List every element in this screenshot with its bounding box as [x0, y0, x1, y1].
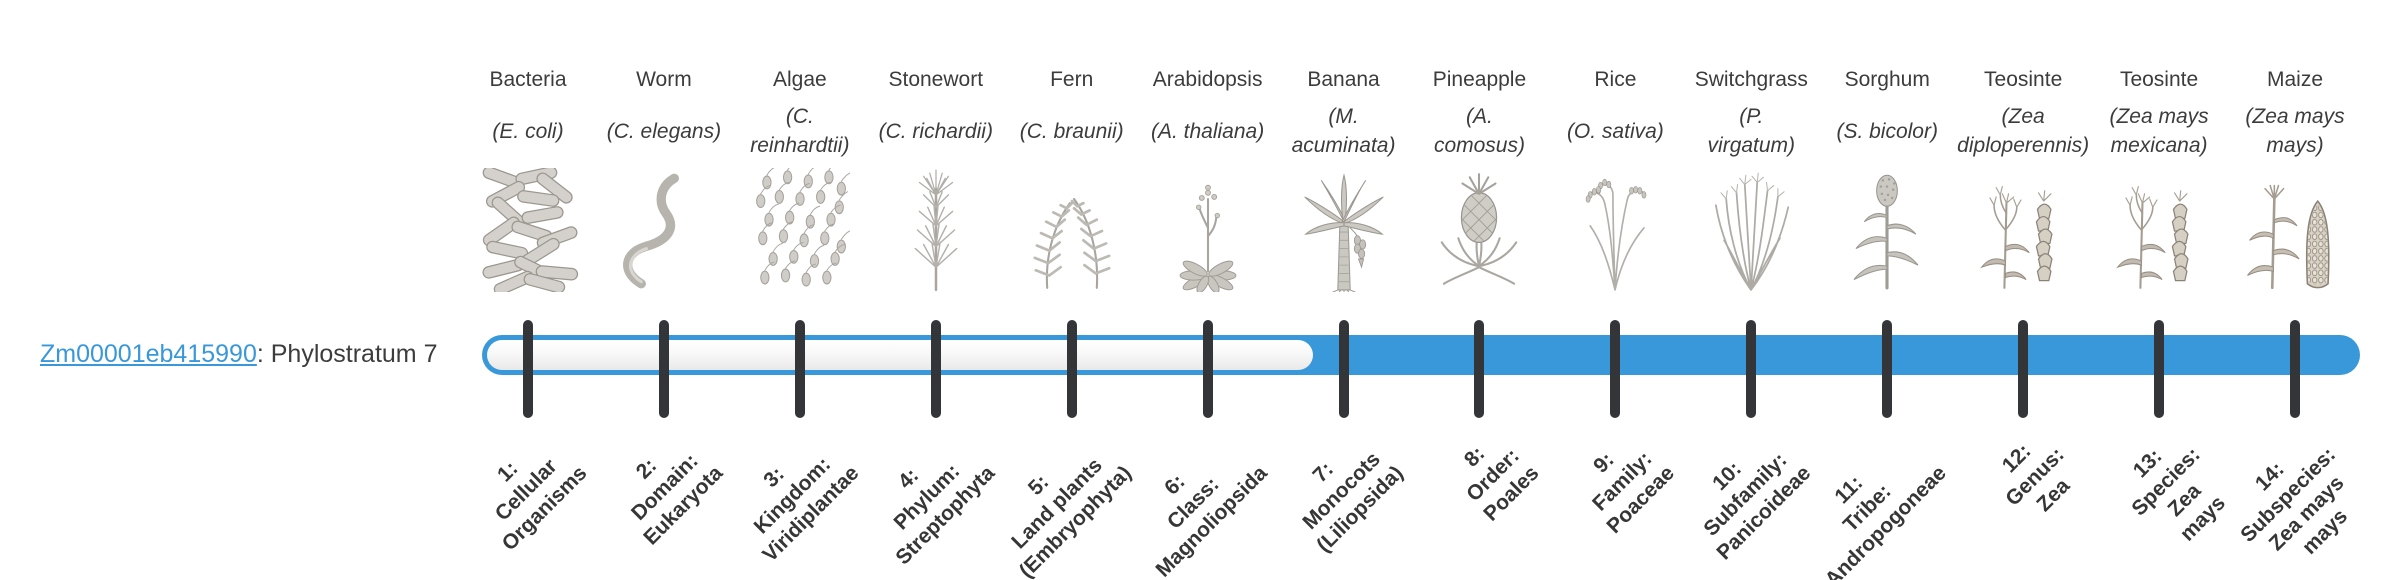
- worm-icon: [609, 168, 719, 292]
- stratum-rank-label: 7: Monocots (Liliopsida): [1274, 424, 1408, 558]
- timeline-tick-11: [1882, 320, 1893, 418]
- organism-species-name: (Zea mays mays): [2200, 98, 2390, 164]
- arabidopsis-icon: [1153, 168, 1263, 292]
- species-name-line: (Zea mays: [2109, 105, 2209, 128]
- stratum-rank-label: 14: Subspecies: Zea mays mays: [2218, 424, 2379, 580]
- maize-icon: [2240, 168, 2350, 292]
- organism-common-name: Algae: [772, 68, 827, 91]
- organism-common-name: Sorghum: [1844, 68, 1930, 91]
- stratum-rank-label: 9: Family: Poaceae: [1565, 424, 1680, 539]
- sorghum-icon: [1832, 168, 1942, 292]
- timeline-tick-2: [658, 320, 669, 418]
- species-name-line: (Zea mays: [2245, 105, 2345, 128]
- species-name-line: (C. richardii): [878, 119, 993, 143]
- species-name-line: diploperennis): [1957, 134, 2090, 157]
- species-name-line: (E. coli): [492, 119, 564, 143]
- stratum-rank-label: 4: Phylum: Streptophyta: [854, 424, 1001, 571]
- species-name-line: (C.: [785, 105, 814, 128]
- timeline-tick-6: [1202, 320, 1213, 418]
- timeline-tick-5: [1066, 320, 1077, 418]
- organism-common-name: Teosinte: [1984, 68, 2063, 91]
- organism-species-name: (Zea mays mexicana): [2064, 98, 2254, 164]
- timeline-tick-7: [1338, 320, 1349, 418]
- timeline-tick-4: [930, 320, 941, 418]
- species-name-line: acuminata): [1291, 134, 1396, 157]
- organism-species-name: (A. comosus): [1384, 98, 1574, 164]
- species-name-line: (O. sativa): [1566, 119, 1664, 143]
- timeline-tick-12: [2018, 320, 2029, 418]
- species-name-line: (A. thaliana): [1150, 119, 1265, 143]
- stratum-rank-label: 6: Class: Magnoliopsida: [1114, 424, 1273, 580]
- organism-species-name: (E. coli): [433, 98, 623, 164]
- organism-species-name: (C. braunii): [977, 98, 1167, 164]
- organism-common-name: Worm: [636, 68, 692, 91]
- phylostratum-text: : Phylostratum 7: [256, 340, 438, 368]
- species-name-line: (Zea: [2001, 105, 2045, 128]
- organism-common-name: Switchgrass: [1694, 68, 1808, 91]
- organism-species-name: (S. bicolor): [1792, 98, 1982, 164]
- organism-common-name: Maize: [2266, 68, 2324, 91]
- species-name-line: mays): [2266, 134, 2324, 157]
- timeline-tick-1: [523, 320, 533, 418]
- organism-common-name: Bacteria: [489, 68, 567, 91]
- algae-icon: [745, 168, 855, 292]
- banana-icon: [1289, 168, 1399, 292]
- organism-species-name: (Zea diploperennis): [1928, 98, 2118, 164]
- phylostratum-bar: [482, 335, 2360, 375]
- stratum-rank-label: 11: Tribe: Andropogoneae: [1783, 424, 1952, 580]
- species-name-line: (A.: [1466, 105, 1493, 128]
- stonewort-icon: [881, 168, 991, 292]
- organism-species-name: (A. thaliana): [1113, 98, 1303, 164]
- stratum-rank-label: 13: Species: Zea mays: [2108, 424, 2243, 559]
- organism-species-name: (C. elegans): [569, 98, 759, 164]
- stratum-rank-label: 12: Genus: Zea: [1982, 424, 2088, 530]
- phylostratum-bar-unfilled-segment: [487, 340, 1313, 370]
- timeline-tick-3: [794, 320, 805, 418]
- organism-species-name: (M. acuminata): [1249, 98, 1439, 164]
- bacteria-icon: [473, 168, 583, 292]
- gene-label: Zm00001eb415990: Phylostratum 7: [40, 340, 438, 369]
- species-name-line: virgatum): [1707, 134, 1796, 157]
- stratum-rank-label: 3: Kingdom: Viridiplantae: [721, 424, 865, 568]
- fern-icon: [1017, 168, 1127, 292]
- timeline-tick-14: [2290, 320, 2300, 418]
- species-name-line: (P.: [1739, 105, 1764, 128]
- pineapple-icon: [1424, 168, 1534, 292]
- organism-common-name: Banana: [1307, 68, 1380, 91]
- organism-common-name: Teosinte: [2119, 68, 2199, 91]
- organism-common-name: Pineapple: [1432, 68, 1527, 91]
- species-name-line: comosus): [1433, 134, 1525, 157]
- species-name-line: (C. braunii): [1019, 119, 1124, 143]
- rice-icon: [1560, 168, 1670, 292]
- timeline-tick-13: [2154, 320, 2165, 418]
- stratum-rank-label: 5: Land plants (Embryophyta): [977, 424, 1137, 580]
- stratum-rank-label: 1: Cellular Organisms: [460, 424, 593, 557]
- switchgrass-icon: [1696, 168, 1806, 292]
- timeline-tick-9: [1610, 320, 1621, 418]
- stratum-rank-label: 8: Order: Poales: [1442, 424, 1545, 527]
- organism-species-name: (O. sativa): [1520, 98, 1710, 164]
- organism-common-name: Stonewort: [888, 68, 984, 91]
- organism-species-name: (C. reinhardtii): [705, 98, 895, 164]
- organism-species-name: (C. richardii): [841, 98, 1031, 164]
- species-name-line: (S. bicolor): [1836, 119, 1938, 143]
- teosinte-icon: [1968, 168, 2078, 292]
- organism-common-name: Arabidopsis: [1152, 68, 1263, 91]
- species-name-line: reinhardtii): [750, 134, 850, 157]
- stratum-rank-label: 2: Domain: Eukaryota: [602, 424, 729, 551]
- organism-common-name: Fern: [1050, 68, 1094, 91]
- species-name-line: (C. elegans): [606, 119, 722, 143]
- organism-species-name: (P. virgatum): [1656, 98, 1846, 164]
- species-name-line: (M.: [1328, 105, 1359, 128]
- timeline-tick-10: [1746, 320, 1757, 418]
- organism-common-name: Rice: [1594, 68, 1637, 91]
- teosinte-icon: [2104, 168, 2214, 292]
- gene-link[interactable]: Zm00001eb415990: [40, 340, 257, 368]
- timeline-tick-8: [1474, 320, 1485, 418]
- species-name-line: mexicana): [2110, 134, 2208, 157]
